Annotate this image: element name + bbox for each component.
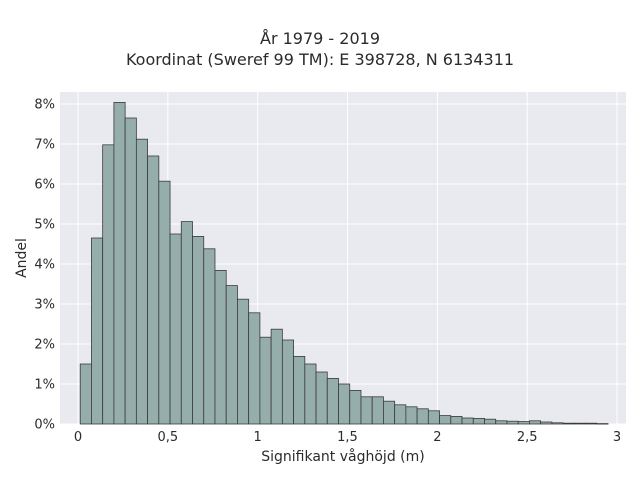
histogram-bar <box>124 117 137 425</box>
x-tick-label: 0,5 <box>157 430 178 445</box>
histogram-bar <box>237 298 250 425</box>
histogram-bar <box>147 155 160 425</box>
chart-title: År 1979 - 2019 <box>260 29 380 48</box>
y-tick-label: 0% <box>34 418 55 433</box>
histogram-bar <box>562 422 575 425</box>
histogram-bar <box>79 363 92 425</box>
x-tick-label: 0 <box>74 430 82 445</box>
histogram-bar <box>596 423 609 425</box>
histogram-bar <box>585 422 598 425</box>
histogram-bar <box>293 355 306 425</box>
histogram-bar <box>192 235 205 425</box>
histogram-bar <box>472 417 485 425</box>
histogram-bar <box>102 144 115 425</box>
histogram-bar <box>203 248 216 425</box>
y-tick-label: 3% <box>34 298 55 313</box>
y-axis-label: Andel <box>14 238 30 278</box>
x-tick-label: 3 <box>613 430 621 445</box>
histogram-bar <box>450 415 463 425</box>
histogram-bar <box>248 312 261 425</box>
histogram-bar <box>214 269 227 425</box>
x-tick-label: 1 <box>254 430 262 445</box>
histogram-bar <box>360 396 373 425</box>
histogram-bar <box>326 377 339 425</box>
histogram-bar <box>338 383 351 425</box>
histogram-bar <box>394 404 407 425</box>
y-tick-label: 4% <box>34 258 55 273</box>
y-tick-label: 8% <box>34 98 55 113</box>
histogram-bar <box>551 422 564 425</box>
y-tick-label: 5% <box>34 218 55 233</box>
histogram-bar <box>371 396 384 425</box>
chart-subtitle: Koordinat (Sweref 99 TM): E 398728, N 61… <box>125 50 515 69</box>
histogram-bar <box>540 421 553 425</box>
histogram-bar <box>439 415 452 425</box>
histogram-bar <box>383 400 396 425</box>
histogram-bar <box>495 420 508 425</box>
y-axis-ticks: 0% 1% 2% 3% 4% 5% 6% 7% 8% <box>34 98 55 433</box>
histogram-bar <box>91 237 104 425</box>
histogram-bar <box>113 102 126 425</box>
y-tick-label: 7% <box>34 138 55 153</box>
histogram-bar <box>225 285 238 425</box>
histogram-bar <box>158 180 171 425</box>
histogram-bar <box>529 420 542 425</box>
x-axis-label: Signifikant våghöjd (m) <box>261 448 424 465</box>
histogram-bar <box>135 138 148 425</box>
y-tick-label: 6% <box>34 178 55 193</box>
histogram-bar <box>506 420 519 425</box>
histogram-bar <box>315 371 328 425</box>
x-tick-label: 2,5 <box>517 430 538 445</box>
histogram-bar <box>427 410 440 425</box>
histogram-bar <box>281 339 294 425</box>
y-tick-label: 1% <box>34 378 55 393</box>
histogram-bar <box>517 421 530 425</box>
histogram-bar <box>304 363 317 425</box>
histogram-bar <box>416 408 429 425</box>
histogram-bar <box>270 328 283 425</box>
x-tick-label: 2 <box>433 430 441 445</box>
histogram-bar <box>461 417 474 425</box>
histogram-bar <box>169 233 182 425</box>
histogram-bar <box>573 422 586 425</box>
y-tick-label: 2% <box>34 338 55 353</box>
histogram-bar <box>405 406 418 425</box>
histogram-bar <box>349 389 362 425</box>
histogram-bar <box>259 336 272 425</box>
x-tick-label: 1,5 <box>337 430 358 445</box>
histogram-bar <box>180 221 193 425</box>
histogram-bar <box>484 418 497 425</box>
histogram-bars <box>79 102 609 425</box>
x-axis-ticks: 0 0,5 1 1,5 2 2,5 3 <box>74 430 621 445</box>
